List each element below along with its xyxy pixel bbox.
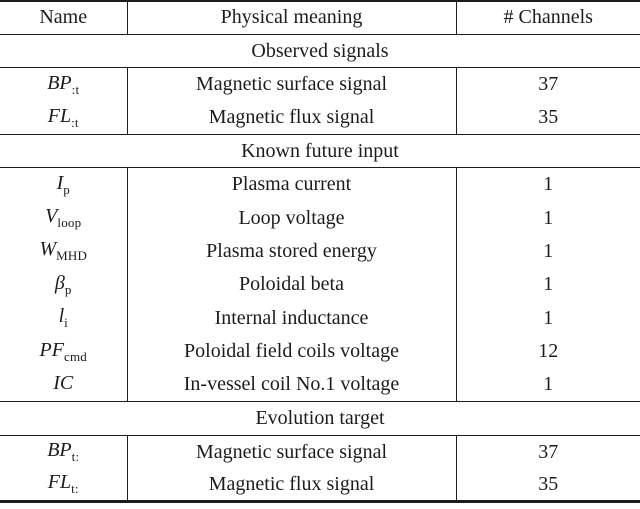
channels-cell: 1 — [543, 206, 554, 229]
physical-meaning-cell: Magnetic flux signal — [126, 468, 457, 502]
signal-symbol-subscript: t: — [71, 449, 80, 465]
signal-symbol-subscript: i — [64, 315, 68, 331]
section-row-observed-signals: Observed signals — [0, 33, 640, 69]
section-row-known-future-input: Known future input — [0, 134, 640, 169]
physical-meaning-cell: Loop voltage — [126, 201, 457, 235]
signal-name-cell: Vloop — [0, 201, 127, 234]
channels-cell: 1 — [543, 173, 554, 196]
physical-meaning-cell: Magnetic surface signal — [126, 435, 457, 469]
section-row-evolution-target: Evolution target — [0, 401, 640, 436]
signal-row: PFcmd Poloidal field coils voltage 12 — [0, 334, 640, 369]
column-header-name: Name — [0, 1, 127, 35]
table-header-row: Name Physical meaning # Channels — [0, 1, 640, 35]
physical-meaning-cell: Poloidal field coils voltage — [126, 334, 457, 369]
signal-name-cell: FL:t — [0, 101, 127, 134]
signal-name-cell: PFcmd — [0, 335, 127, 368]
signal-name-cell: BPt: — [0, 435, 127, 468]
signal-symbol: V — [45, 205, 58, 228]
signal-symbol-subscript: t: — [71, 481, 79, 497]
table-body: Observed signals BP:t Magnetic surface sig… — [0, 33, 640, 502]
signal-symbol-subscript: MHD — [56, 248, 88, 264]
channels-cell: 1 — [543, 373, 554, 396]
signal-name-cell: WMHD — [0, 235, 127, 268]
physical-meaning-cell: Magnetic surface signal — [126, 67, 457, 102]
signal-row: BPt: Magnetic surface signal 37 — [0, 435, 640, 469]
channels-cell: 1 — [543, 273, 554, 296]
signal-symbol-subscript: p — [63, 181, 70, 197]
signal-row: βp Poloidal beta 1 — [0, 268, 640, 302]
channels-cell: 37 — [538, 440, 559, 463]
signal-symbol-subscript: p — [64, 281, 72, 297]
section-title: Known future input — [0, 134, 640, 169]
signal-row: FL:t Magnetic flux signal 35 — [0, 101, 640, 135]
signal-name-cell: BP:t — [0, 68, 127, 101]
signal-symbol: BP — [47, 439, 72, 462]
signal-name-cell: li — [0, 302, 127, 335]
signal-row: BP:t Magnetic surface signal 37 — [0, 67, 640, 102]
signal-symbol: PF — [39, 338, 64, 361]
signal-symbol: β — [54, 271, 65, 294]
signal-row: li Internal inductance 1 — [0, 301, 640, 335]
signal-name-cell: IC — [0, 368, 127, 401]
physical-meaning-cell: Internal inductance — [126, 301, 457, 335]
signal-symbol: IC — [53, 371, 74, 394]
signal-name-cell: βp — [0, 268, 127, 301]
channels-cell: 12 — [538, 340, 559, 363]
channels-cell: 1 — [543, 306, 554, 329]
column-header-physical-meaning: Physical meaning — [126, 1, 457, 35]
signal-symbol: FL — [47, 471, 72, 494]
signal-row: Vloop Loop voltage 1 — [0, 201, 640, 235]
physical-meaning-cell: Plasma stored energy — [126, 234, 457, 269]
physical-meaning-cell: Plasma current — [126, 167, 457, 202]
signal-row: IC In-vessel coil No.1 voltage 1 — [0, 368, 640, 402]
signal-name-cell: Ip — [0, 168, 127, 201]
channels-cell: 35 — [538, 472, 559, 495]
physical-meaning-cell: Magnetic flux signal — [126, 101, 457, 135]
signal-symbol: I — [56, 171, 64, 194]
section-title: Observed signals — [0, 33, 640, 69]
channels-cell: 35 — [538, 106, 559, 129]
signal-symbol-subscript: :t — [71, 81, 80, 97]
section-title: Evolution target — [0, 401, 640, 436]
column-header-channels: # Channels — [456, 1, 640, 35]
signal-row: FLt: Magnetic flux signal 35 — [0, 468, 640, 502]
channels-cell: 37 — [538, 73, 559, 96]
signal-symbol-subscript: :t — [71, 114, 79, 130]
signal-symbol-subscript: loop — [57, 215, 82, 231]
physical-meaning-cell: Poloidal beta — [126, 268, 457, 302]
signal-row: WMHD Plasma stored energy 1 — [0, 234, 640, 269]
signal-symbol-subscript: cmd — [63, 348, 87, 364]
signal-row: Ip Plasma current 1 — [0, 167, 640, 202]
channels-cell: 1 — [543, 239, 554, 262]
signal-symbol: FL — [47, 104, 72, 127]
signal-symbol: W — [39, 238, 57, 261]
signal-symbol: l — [58, 305, 65, 328]
signal-symbol: BP — [47, 71, 72, 94]
physical-meaning-cell: In-vessel coil No.1 voltage — [126, 368, 457, 402]
signal-name-cell: FLt: — [0, 468, 127, 501]
